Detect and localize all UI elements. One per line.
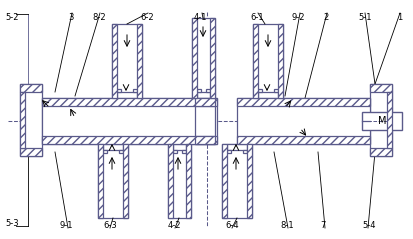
Bar: [103, 144, 123, 150]
Text: 8-2: 8-2: [92, 13, 105, 22]
Bar: [195, 98, 214, 144]
Bar: [133, 89, 137, 92]
Bar: [273, 89, 277, 92]
Bar: [98, 144, 103, 218]
Bar: [192, 18, 214, 98]
Bar: [112, 24, 142, 98]
Bar: [257, 89, 261, 92]
Bar: [185, 144, 190, 218]
Bar: [117, 92, 137, 98]
Text: 5-2: 5-2: [5, 13, 19, 22]
Bar: [195, 136, 214, 144]
Bar: [209, 18, 214, 98]
Bar: [221, 144, 226, 218]
Text: 5-4: 5-4: [361, 221, 375, 230]
Bar: [117, 89, 121, 92]
Bar: [197, 89, 201, 92]
Bar: [98, 144, 128, 218]
Bar: [252, 24, 282, 98]
Bar: [242, 150, 247, 153]
Text: 5-1: 5-1: [357, 13, 370, 22]
Bar: [20, 92, 25, 148]
Bar: [173, 144, 185, 150]
Bar: [369, 84, 391, 156]
Bar: [257, 92, 277, 98]
Bar: [42, 98, 216, 144]
Text: 5-3: 5-3: [5, 219, 19, 228]
Bar: [386, 92, 391, 148]
Bar: [277, 24, 282, 98]
Bar: [369, 148, 391, 156]
Bar: [192, 18, 197, 98]
Bar: [236, 98, 369, 144]
Bar: [20, 84, 42, 92]
Bar: [119, 150, 123, 153]
Bar: [236, 136, 369, 144]
Bar: [168, 144, 190, 218]
Bar: [103, 150, 107, 153]
Bar: [42, 98, 216, 106]
Text: 6-2: 6-2: [140, 13, 153, 22]
Bar: [20, 148, 42, 156]
Text: 9-1: 9-1: [60, 221, 74, 230]
Bar: [221, 144, 252, 218]
Bar: [252, 24, 257, 98]
Text: 1: 1: [396, 13, 401, 22]
Bar: [195, 98, 214, 106]
Bar: [182, 150, 185, 153]
Text: 7: 7: [319, 221, 325, 230]
Text: M: M: [377, 116, 385, 126]
Bar: [369, 84, 391, 92]
Text: 8-1: 8-1: [279, 221, 293, 230]
Text: 4-2: 4-2: [168, 221, 181, 230]
Bar: [226, 144, 247, 150]
Text: 4-1: 4-1: [194, 13, 207, 22]
Bar: [226, 150, 230, 153]
Bar: [361, 112, 401, 130]
Bar: [197, 92, 209, 98]
Bar: [236, 98, 369, 106]
Bar: [206, 89, 209, 92]
Bar: [123, 144, 128, 218]
Bar: [173, 150, 177, 153]
Text: 6-1: 6-1: [249, 13, 263, 22]
Text: 6-3: 6-3: [103, 221, 116, 230]
Text: 3: 3: [68, 13, 73, 22]
Bar: [42, 136, 216, 144]
Bar: [137, 24, 142, 98]
Text: 2: 2: [322, 13, 328, 22]
Text: 6-4: 6-4: [224, 221, 238, 230]
Bar: [112, 24, 117, 98]
Bar: [20, 84, 42, 156]
Bar: [247, 144, 252, 218]
Bar: [168, 144, 173, 218]
Text: 9-2: 9-2: [291, 13, 305, 22]
